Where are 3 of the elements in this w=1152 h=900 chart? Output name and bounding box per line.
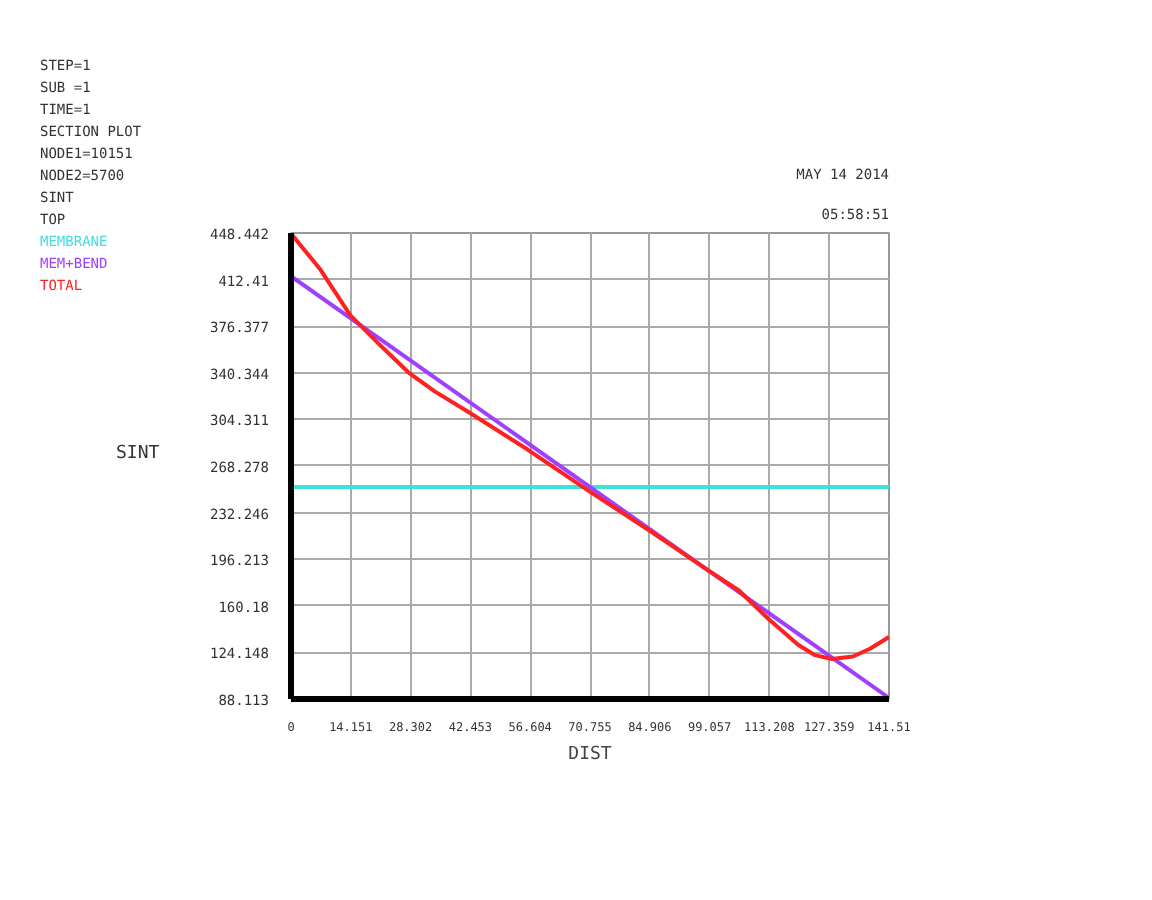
x-axis-title: DIST [568,745,613,765]
y-axis-title: SINT [116,442,160,468]
line-series [291,233,889,662]
